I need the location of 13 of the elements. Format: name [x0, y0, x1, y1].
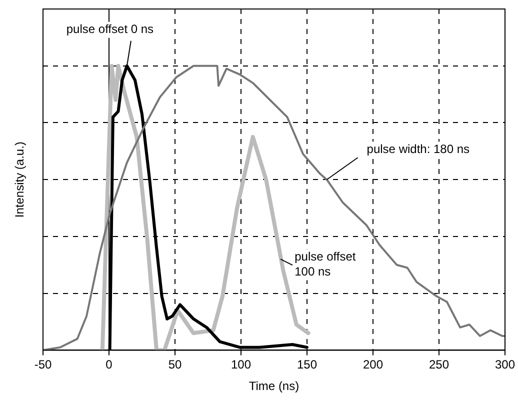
x-tick-label: 150 [296, 358, 318, 372]
x-tick-label: 250 [428, 358, 450, 372]
x-tick-label: 200 [362, 358, 384, 372]
x-axis-title: Time (ns) [248, 379, 300, 394]
x-tick-label: 50 [168, 358, 182, 372]
annotation: pulse width: 180 ns [366, 142, 470, 156]
x-tick-label: 0 [106, 358, 113, 372]
annotation: pulse offset 0 ns [66, 22, 154, 36]
x-tick-label: -50 [34, 358, 52, 372]
x-tick-label: 300 [494, 358, 516, 372]
x-tick-label: 100 [230, 358, 252, 372]
y-axis-title: Intensity (a.u.) [12, 142, 26, 218]
annotation: pulse offset 100 ns [294, 250, 356, 279]
